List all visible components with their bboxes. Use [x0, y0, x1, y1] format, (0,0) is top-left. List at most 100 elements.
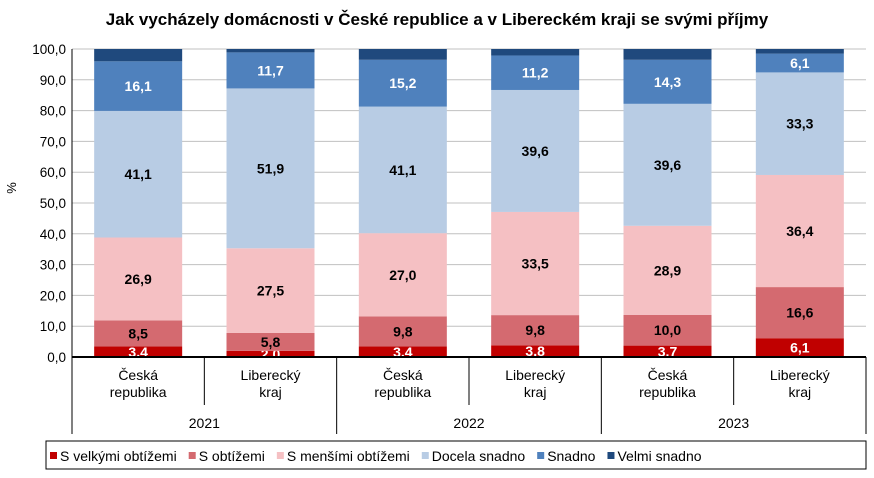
group-label: 2022 — [453, 415, 484, 431]
category-label: kraj — [789, 384, 812, 400]
bar-segment-snadno — [226, 52, 315, 89]
bar-segment-s-velkými-obtížemi — [755, 338, 844, 357]
y-tick-label: 80,0 — [40, 104, 66, 119]
category-label: Liberecký — [241, 367, 301, 383]
group-label: 2021 — [189, 415, 220, 431]
legend-label: Docela snadno — [432, 448, 526, 464]
data-label: 16,1 — [125, 78, 152, 94]
legend-swatch — [188, 452, 196, 459]
category-label: kraj — [524, 384, 547, 400]
legend-swatch — [537, 452, 545, 459]
data-label: 3,4 — [128, 344, 148, 360]
category-label: republika — [639, 384, 696, 400]
chart-title: Jak vycházely domácnosti v České republi… — [106, 10, 769, 29]
y-tick-label: 100,0 — [32, 42, 66, 57]
y-tick-label: 40,0 — [40, 227, 66, 242]
data-label: 33,5 — [522, 256, 549, 272]
y-tick-label: 10,0 — [40, 319, 66, 334]
data-label: 3,7 — [658, 343, 678, 359]
legend-swatch — [421, 452, 429, 459]
bar-segment-s-velkými-obtížemi — [491, 345, 580, 357]
bar-segment-s-menšími-obtížemi — [94, 237, 183, 321]
y-tick-label: 30,0 — [40, 258, 66, 273]
data-label: 27,5 — [257, 283, 284, 299]
data-label: 3,4 — [393, 344, 413, 360]
category-label: kraj — [259, 384, 282, 400]
y-tick-label: 90,0 — [40, 73, 66, 88]
bar-segment-snadno — [623, 59, 712, 104]
data-label: 11,7 — [257, 62, 284, 78]
category-label: Česká — [118, 367, 158, 383]
bar-segment-docela-snadno — [358, 106, 447, 234]
data-label: 26,9 — [125, 271, 152, 287]
group-label: 2023 — [718, 415, 749, 431]
data-label: 39,6 — [654, 157, 681, 173]
legend-label: S menšími obtížemi — [287, 448, 410, 464]
bar-segment-s-menšími-obtížemi — [491, 211, 580, 316]
bar-segment-velmi-snadno — [623, 49, 712, 60]
data-label: 3,8 — [525, 343, 545, 359]
data-label: 41,1 — [125, 166, 152, 182]
data-label: 8,5 — [128, 325, 148, 341]
data-label: 36,4 — [786, 223, 813, 239]
category-label: Česká — [648, 367, 688, 383]
bar-segment-docela-snadno — [755, 72, 844, 175]
legend-swatch — [50, 452, 57, 459]
bar-segment-s-obtížemi — [94, 320, 183, 347]
category-label: Česká — [383, 367, 423, 383]
category-label: Liberecký — [505, 367, 565, 383]
bar-segment-s-obtížemi — [491, 315, 580, 346]
legend-label: Velmi snadno — [617, 448, 701, 464]
bar-segment-docela-snadno — [623, 103, 712, 226]
legend-label: Snadno — [547, 448, 595, 464]
data-label: 39,6 — [522, 143, 549, 159]
data-label: 51,9 — [257, 160, 284, 176]
bar-segment-velmi-snadno — [226, 49, 315, 53]
legend-swatch — [607, 452, 615, 459]
bar-segment-snadno — [94, 61, 183, 111]
category-label: republika — [374, 384, 431, 400]
y-tick-label: 0,0 — [47, 350, 66, 365]
data-label: 9,8 — [525, 322, 545, 338]
bar-segment-s-velkými-obtížemi — [623, 345, 712, 357]
y-tick-label: 70,0 — [40, 134, 66, 149]
legend-label: S velkými obtížemi — [60, 448, 177, 464]
bar-segment-snadno — [755, 53, 844, 73]
data-label: 6,1 — [790, 340, 810, 356]
data-label: 11,2 — [522, 65, 549, 81]
legend-swatch — [276, 452, 284, 459]
bar-segment-docela-snadno — [491, 89, 580, 212]
data-label: 15,2 — [389, 75, 416, 91]
data-label: 28,9 — [654, 262, 681, 278]
data-label: 14,3 — [654, 74, 681, 90]
data-label: 9,8 — [393, 323, 413, 339]
bar-segment-velmi-snadno — [94, 49, 183, 62]
data-label: 6,1 — [790, 55, 810, 71]
bar-segment-snadno — [491, 55, 580, 90]
y-tick-label: 60,0 — [40, 165, 66, 180]
data-label: 41,1 — [389, 162, 416, 178]
data-label: 10,0 — [654, 322, 681, 338]
bar-segment-s-obtížemi — [623, 314, 712, 346]
data-label: 16,6 — [786, 305, 813, 321]
y-axis-label: % — [4, 182, 19, 194]
category-label: Liberecký — [770, 367, 830, 383]
data-label: 27,0 — [389, 267, 416, 283]
bar-segment-s-menšími-obtížemi — [358, 233, 447, 317]
bar-segment-s-obtížemi — [755, 287, 844, 339]
bar-segment-s-menšími-obtížemi — [226, 248, 315, 333]
data-label: 33,3 — [786, 116, 813, 132]
bar-segment-s-velkými-obtížemi — [94, 346, 183, 357]
data-label: 5,8 — [261, 334, 281, 350]
y-tick-label: 50,0 — [40, 196, 66, 211]
y-tick-label: 20,0 — [40, 288, 66, 303]
bar-segment-velmi-snadno — [755, 49, 844, 54]
bar-segment-s-menšími-obtížemi — [755, 174, 844, 288]
bar-segment-s-obtížemi — [358, 316, 447, 347]
bar-segment-s-menšími-obtížemi — [623, 225, 712, 315]
bar-segment-s-velkými-obtížemi — [226, 350, 315, 357]
legend-label: S obtížemi — [199, 448, 265, 464]
bar-segment-velmi-snadno — [358, 49, 447, 60]
